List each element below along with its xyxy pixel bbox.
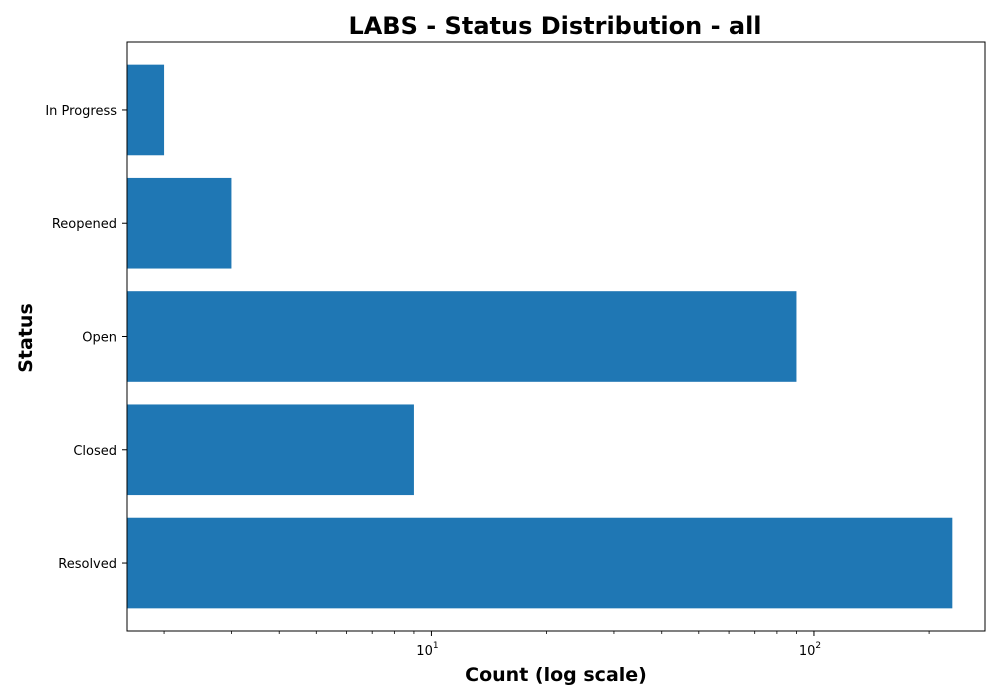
bar-resolved — [127, 517, 953, 609]
y-tick-label: Resolved — [58, 557, 117, 572]
y-axis-label: Status — [15, 303, 37, 373]
plot-area: Resolved Closed Open Reopened In Progress 101… — [45, 64, 953, 659]
x-tick-label: 102 — [799, 641, 821, 659]
y-tick-label: Reopened — [52, 217, 117, 232]
bar-open — [127, 291, 797, 382]
x-tick-label: 101 — [416, 641, 438, 659]
y-tick-label: Open — [82, 331, 117, 346]
y-tick-label: Closed — [73, 444, 117, 459]
chart-title: LABS - Status Distribution - all — [348, 12, 761, 40]
bar-in-progress — [127, 64, 165, 156]
x-axis-label: Count (log scale) — [465, 664, 647, 686]
bar-reopened — [127, 177, 232, 269]
plot-frame — [126, 41, 986, 632]
y-tick-label: In Progress — [45, 104, 117, 119]
bar-closed — [127, 404, 414, 496]
